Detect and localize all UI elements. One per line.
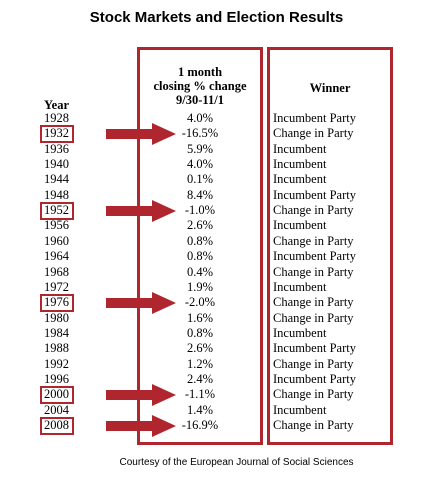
red-arrow-icon	[106, 384, 176, 407]
change-cell: -16.5%	[181, 126, 219, 141]
footer-credit: Courtesy of the European Journal of Soci…	[119, 457, 354, 468]
change-cell: 1.9%	[186, 279, 214, 294]
change-cell: 4.0%	[186, 111, 214, 125]
change-header-line-3: 9/30-11/1	[176, 93, 224, 107]
year-cell: 1928	[44, 111, 69, 125]
winner-cell: Change in Party	[273, 356, 354, 371]
year-highlight-box	[40, 417, 74, 435]
red-arrow-icon	[106, 292, 176, 315]
red-arrow-icon	[106, 415, 176, 437]
change-header-line-1: 1 month	[177, 65, 223, 79]
red-arrow-icon	[106, 123, 176, 146]
winner-column-box	[267, 47, 393, 445]
year-cell: 1984	[44, 325, 69, 340]
change-cell: 2.4%	[186, 371, 214, 386]
change-cell: 8.4%	[186, 187, 214, 202]
winner-cell: Change in Party	[273, 418, 354, 432]
year-highlight-box	[40, 386, 74, 405]
year-cell: 1940	[44, 157, 69, 172]
winner-cell: Change in Party	[273, 295, 354, 310]
winner-cell: Change in Party	[273, 203, 354, 218]
year-cell: 1964	[44, 249, 69, 264]
year-cell: 1960	[44, 233, 69, 248]
year-cell: 1972	[44, 279, 69, 294]
change-cell: 0.8%	[186, 325, 214, 340]
change-cell: 1.4%	[186, 402, 214, 417]
winner-cell: Incumbent Party	[273, 187, 356, 202]
winner-cell: Incumbent Party	[273, 111, 356, 125]
change-cell: 1.6%	[186, 310, 214, 325]
winner-cell: Incumbent	[273, 402, 327, 417]
year-cell: 1968	[44, 264, 69, 279]
change-header-line-2: closing % change	[153, 79, 247, 93]
change-cell: 1.2%	[186, 356, 214, 371]
change-cell: -1.1%	[184, 387, 216, 402]
winner-cell: Incumbent	[273, 325, 327, 340]
winner-cell: Incumbent	[273, 172, 327, 187]
year-cell: 2000	[44, 387, 69, 402]
change-cell: 0.8%	[186, 233, 214, 248]
winner-header: Winner	[309, 81, 351, 95]
change-cell: -2.0%	[184, 295, 216, 310]
year-cell: 1992	[44, 356, 69, 371]
red-arrow-icon	[106, 200, 176, 223]
winner-cell: Incumbent Party	[273, 249, 356, 264]
winner-cell: Change in Party	[273, 264, 354, 279]
year-cell: 1932	[44, 126, 69, 141]
year-cell: 1948	[44, 187, 69, 202]
change-column-box	[137, 47, 263, 445]
change-cell: -1.0%	[184, 203, 216, 218]
year-highlight-box	[40, 294, 74, 313]
year-cell: 1952	[44, 203, 69, 218]
year-cell: 1936	[44, 141, 69, 156]
year-header: Year	[44, 98, 69, 112]
winner-cell: Incumbent Party	[273, 341, 356, 356]
winner-cell: Change in Party	[273, 387, 354, 402]
change-cell: 2.6%	[186, 341, 214, 356]
year-cell: 1996	[44, 371, 69, 386]
change-cell: 0.8%	[186, 249, 214, 264]
change-cell: 0.1%	[186, 172, 214, 187]
year-highlight-box	[40, 125, 74, 144]
year-cell: 1980	[44, 310, 69, 325]
change-cell: 4.0%	[186, 157, 214, 172]
year-highlight-box	[40, 202, 74, 221]
change-cell: 0.4%	[186, 264, 214, 279]
change-header: 1 month closing % change 9/30-11/1	[137, 65, 263, 107]
year-cell: 1956	[44, 218, 69, 233]
change-cell: -16.9%	[181, 418, 219, 432]
winner-cell: Change in Party	[273, 310, 354, 325]
year-cell: 1944	[44, 172, 69, 187]
winner-cell: Change in Party	[273, 233, 354, 248]
year-cell: 2004	[44, 402, 69, 417]
winner-cell: Change in Party	[273, 126, 354, 141]
winner-cell: Incumbent	[273, 157, 327, 172]
year-cell: 1988	[44, 341, 69, 356]
winner-cell: Incumbent	[273, 279, 327, 294]
year-cell: 2008	[44, 418, 69, 432]
winner-cell: Incumbent Party	[273, 371, 356, 386]
change-cell: 2.6%	[186, 218, 214, 233]
winner-cell: Incumbent	[273, 218, 327, 233]
page-title: Stock Markets and Election Results	[89, 9, 344, 26]
year-cell: 1976	[44, 295, 69, 310]
winner-cell: Incumbent	[273, 141, 327, 156]
change-cell: 5.9%	[186, 141, 214, 156]
